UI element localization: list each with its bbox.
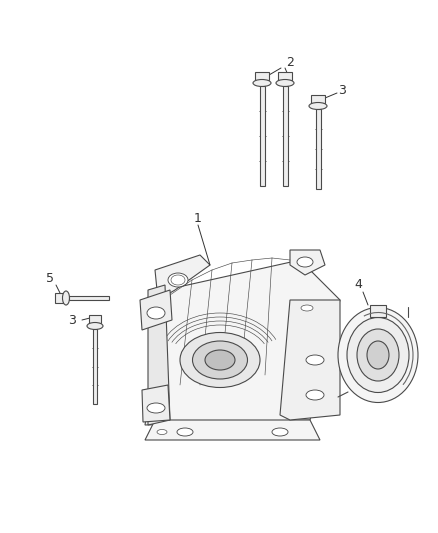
Polygon shape: [145, 420, 320, 440]
Ellipse shape: [205, 350, 235, 370]
Polygon shape: [280, 300, 340, 420]
Ellipse shape: [306, 355, 324, 365]
Ellipse shape: [309, 102, 327, 109]
Ellipse shape: [63, 291, 70, 305]
Ellipse shape: [306, 390, 324, 400]
Ellipse shape: [347, 318, 409, 392]
Bar: [370, 305, 386, 317]
Bar: [315, 109, 321, 189]
Ellipse shape: [338, 308, 418, 402]
Text: 3: 3: [338, 84, 346, 96]
Text: 4: 4: [354, 279, 362, 292]
Bar: [278, 72, 292, 80]
Polygon shape: [142, 385, 170, 422]
Bar: [255, 72, 269, 80]
Ellipse shape: [297, 257, 313, 267]
Ellipse shape: [87, 322, 103, 329]
Polygon shape: [155, 255, 210, 300]
Ellipse shape: [177, 428, 193, 436]
Bar: [69, 296, 109, 300]
Bar: [93, 329, 97, 404]
Text: 5: 5: [46, 271, 54, 285]
Polygon shape: [148, 285, 170, 425]
Bar: [55, 293, 63, 303]
Ellipse shape: [147, 403, 165, 413]
Text: 1: 1: [194, 212, 202, 224]
Ellipse shape: [157, 430, 167, 434]
Bar: [283, 86, 287, 186]
Ellipse shape: [357, 329, 399, 381]
Ellipse shape: [192, 341, 247, 379]
Text: 3: 3: [68, 313, 76, 327]
Polygon shape: [145, 260, 340, 425]
Bar: [311, 95, 325, 103]
Ellipse shape: [367, 341, 389, 369]
Polygon shape: [140, 290, 172, 330]
Ellipse shape: [180, 333, 260, 387]
Ellipse shape: [147, 307, 165, 319]
Ellipse shape: [276, 79, 294, 86]
Polygon shape: [290, 250, 325, 275]
Ellipse shape: [168, 273, 188, 287]
Ellipse shape: [253, 79, 271, 86]
Bar: [259, 86, 265, 186]
Ellipse shape: [272, 428, 288, 436]
Text: 2: 2: [286, 55, 294, 69]
Ellipse shape: [301, 305, 313, 311]
Bar: [89, 315, 101, 323]
